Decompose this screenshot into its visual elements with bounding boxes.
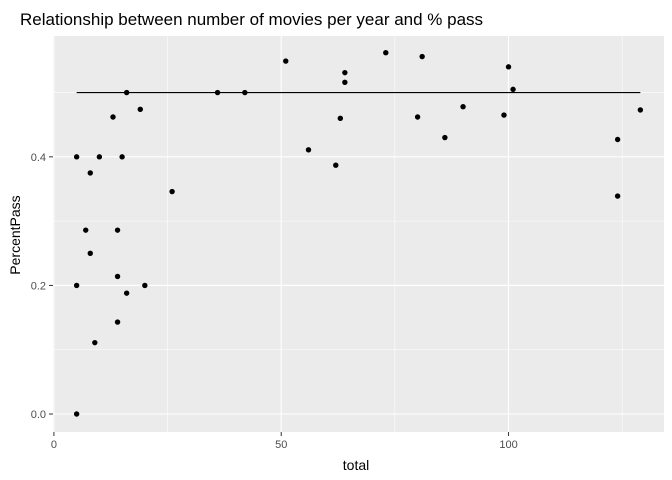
- data-point: [283, 58, 289, 64]
- data-point: [73, 411, 80, 417]
- points-layer: [73, 50, 644, 417]
- data-point: [119, 154, 125, 160]
- data-point: [419, 53, 425, 60]
- data-point: [414, 114, 421, 120]
- y-tick-label: 0.4: [31, 152, 46, 164]
- data-point: [460, 104, 466, 110]
- tick-labels: 0 50 100 0.0 0.2 0.4: [31, 152, 518, 451]
- data-point: [214, 89, 221, 96]
- data-point: [337, 115, 344, 121]
- data-point: [637, 107, 644, 113]
- data-point: [501, 112, 507, 118]
- plot-panel: [53, 36, 664, 432]
- data-point: [383, 50, 389, 56]
- data-point: [73, 154, 80, 160]
- data-point: [242, 89, 248, 96]
- data-point: [614, 193, 621, 199]
- y-tick-label: 0.0: [31, 409, 46, 421]
- data-point: [442, 134, 448, 141]
- chart-title: Relationship between number of movies pe…: [20, 10, 483, 29]
- data-point: [87, 170, 93, 176]
- data-point: [342, 79, 348, 85]
- data-point: [123, 89, 130, 96]
- data-point: [92, 339, 98, 346]
- data-point: [305, 147, 312, 153]
- data-point: [510, 86, 516, 93]
- data-point: [73, 282, 80, 289]
- data-point: [114, 273, 121, 280]
- data-point: [169, 188, 175, 195]
- y-axis-title: PercentPass: [7, 195, 23, 274]
- data-point: [137, 106, 143, 112]
- y-tick-label: 0.2: [31, 280, 46, 292]
- data-point: [614, 136, 621, 143]
- axis-ticks: [49, 156, 510, 436]
- data-point: [142, 282, 148, 289]
- data-point: [83, 227, 89, 233]
- x-tick-label: 50: [275, 439, 287, 451]
- data-point: [114, 319, 121, 325]
- data-point: [342, 69, 348, 76]
- x-axis-title: total: [343, 457, 369, 473]
- x-tick-label: 100: [499, 439, 517, 451]
- data-point: [96, 154, 103, 160]
- data-point: [333, 162, 339, 168]
- data-point: [114, 227, 121, 233]
- x-tick-label: 0: [51, 439, 57, 451]
- data-point: [110, 114, 116, 120]
- data-point: [505, 64, 512, 70]
- data-point: [123, 290, 130, 296]
- data-point: [87, 250, 93, 256]
- major-gridlines: [53, 36, 664, 432]
